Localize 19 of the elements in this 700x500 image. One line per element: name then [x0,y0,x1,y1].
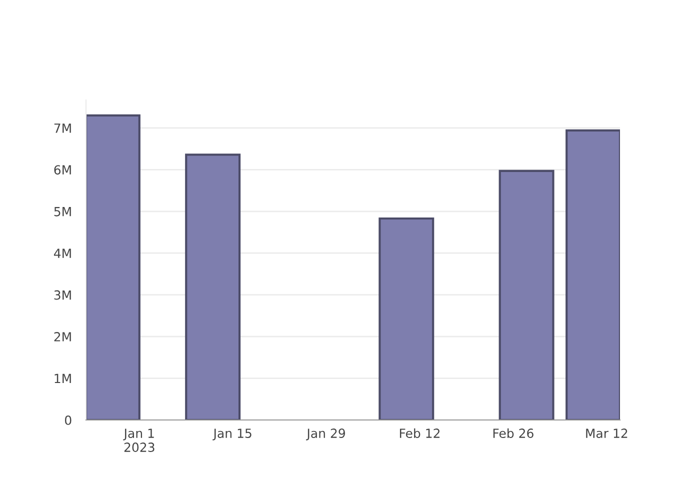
x-tick-label: Feb 12 [400,428,440,438]
y-tick-label: 1M [54,374,71,384]
bar [378,217,434,420]
bar [566,129,620,420]
x-tick-label: Feb 26 [493,428,534,438]
y-tick-label: 3M [54,290,71,300]
bar [185,154,241,420]
x-tick-label: Mar 12 [586,428,628,438]
x-tick-label: Jan 15 [212,428,252,440]
y-tick-label: 4M [54,248,71,258]
bar [86,114,140,420]
y-tick-label: 0 [64,415,72,425]
y-tick-label: 7M [54,124,71,133]
y-tick-label: 6M [54,165,71,175]
y-tick-label: 5M [54,207,71,216]
y-tick-label: 2M [54,332,71,342]
bar [498,170,554,420]
x-tick-label: Jan 1 2023 [123,428,154,452]
x-tick-label: Jan 29 [306,428,345,440]
